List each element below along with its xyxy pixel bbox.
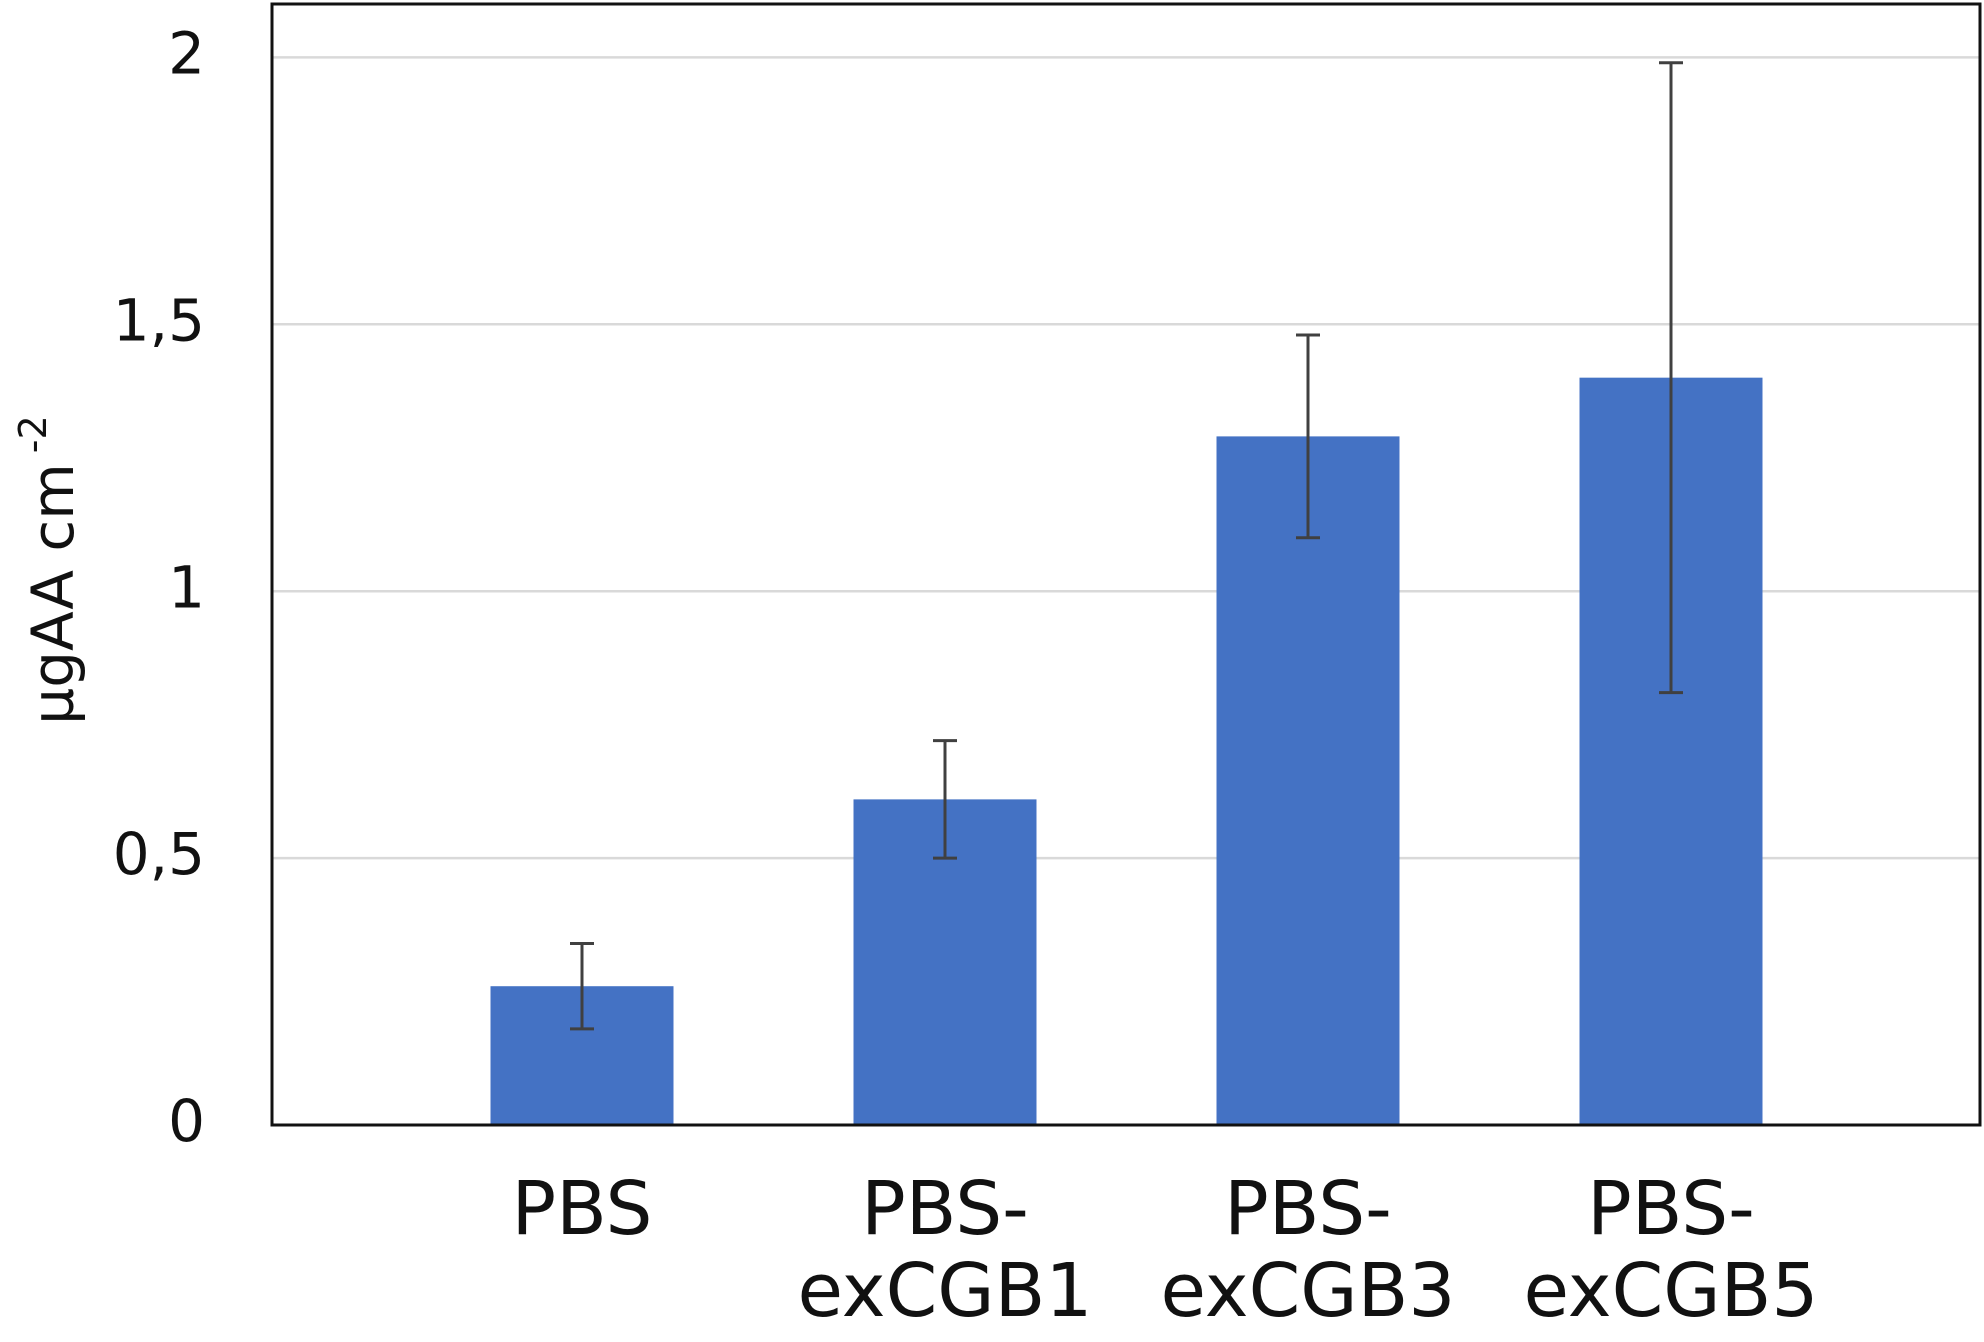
y-tick-label: 0 xyxy=(168,1087,205,1155)
y-axis-label-text: µgAA cm xyxy=(19,463,87,725)
x-tick-label: PBS xyxy=(511,1166,653,1252)
y-tick-label: 1 xyxy=(168,553,205,621)
x-tick-label: PBS-exCGB3 xyxy=(1160,1166,1456,1334)
x-tick-label: PBS-exCGB5 xyxy=(1523,1166,1819,1334)
y-tick-label: 0,5 xyxy=(113,820,205,888)
y-tick-label: 2 xyxy=(168,19,205,87)
y-tick-label: 1,5 xyxy=(113,286,205,354)
y-axis-label-sup: -2 xyxy=(11,415,55,453)
x-tick-label: PBS-exCGB1 xyxy=(797,1166,1093,1334)
plot-frame xyxy=(270,2,1982,1127)
bar xyxy=(1216,436,1400,1125)
y-axis-label: µgAA cm -2 xyxy=(11,415,88,724)
